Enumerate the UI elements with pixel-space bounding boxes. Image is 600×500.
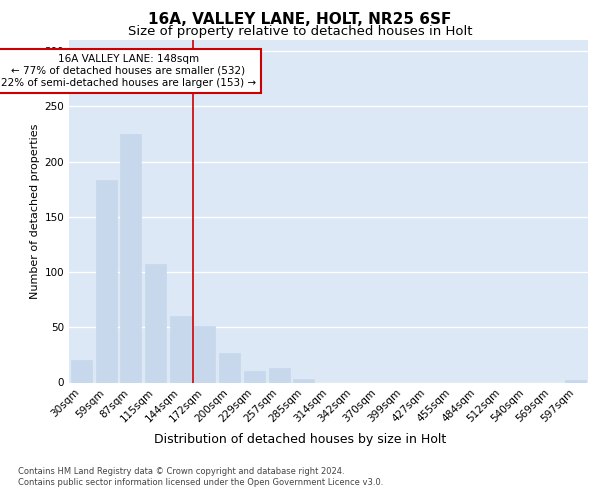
Bar [170, 316, 191, 382]
Text: 16A VALLEY LANE: 148sqm
← 77% of detached houses are smaller (532)
22% of semi-d: 16A VALLEY LANE: 148sqm ← 77% of detache… [1, 54, 256, 88]
Bar [194, 326, 215, 382]
Bar [95, 180, 116, 382]
Text: Size of property relative to detached houses in Holt: Size of property relative to detached ho… [128, 25, 472, 38]
Bar [565, 380, 586, 382]
Text: Distribution of detached houses by size in Holt: Distribution of detached houses by size … [154, 432, 446, 446]
Y-axis label: Number of detached properties: Number of detached properties [30, 124, 40, 299]
Bar [145, 264, 166, 382]
Bar [219, 352, 240, 382]
Bar [71, 360, 92, 382]
Bar [293, 379, 314, 382]
Bar [244, 372, 265, 382]
Text: Contains HM Land Registry data © Crown copyright and database right 2024.
Contai: Contains HM Land Registry data © Crown c… [18, 468, 383, 487]
Bar [120, 134, 141, 382]
Text: 16A, VALLEY LANE, HOLT, NR25 6SF: 16A, VALLEY LANE, HOLT, NR25 6SF [148, 12, 452, 28]
Bar [269, 368, 290, 382]
